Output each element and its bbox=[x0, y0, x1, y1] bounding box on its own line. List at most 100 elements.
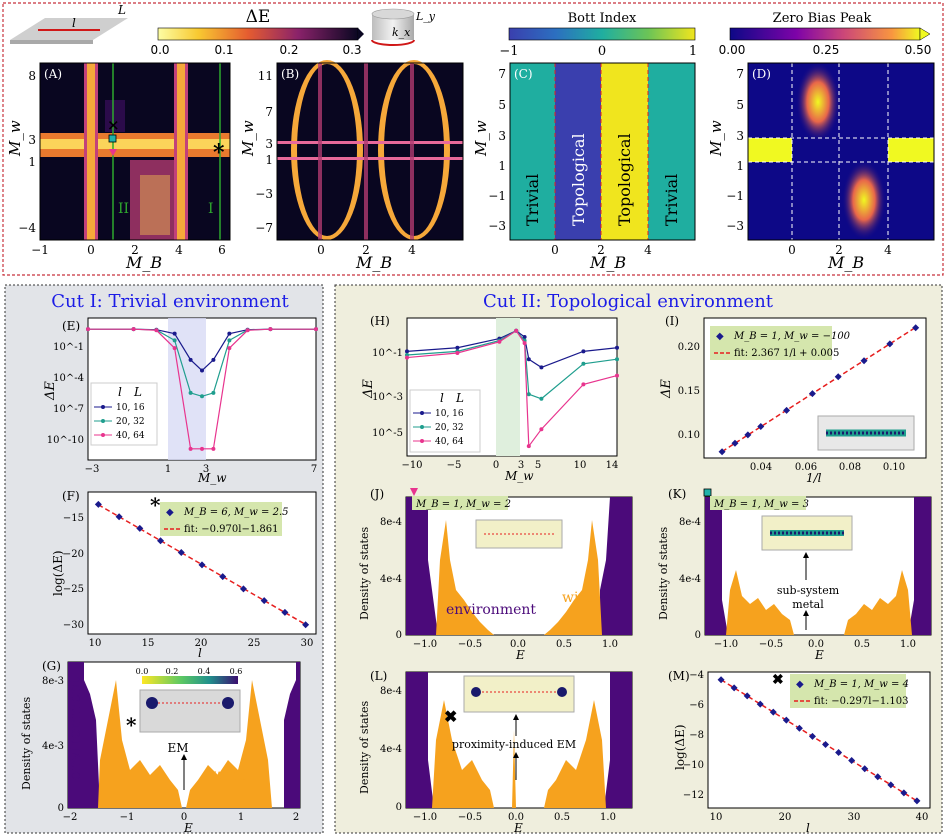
panel-J-xlabel: E bbox=[515, 648, 525, 662]
panel-H-ytick: 10^-3 bbox=[372, 392, 403, 403]
panel-L: (L) ✖ proximity-induced EM Density of st… bbox=[358, 669, 633, 835]
panel-E-data-point bbox=[245, 328, 250, 333]
panel-G-label-environment: environment bbox=[65, 677, 84, 780]
panel-B-ytick: 11 bbox=[258, 69, 273, 83]
panel-J-xtick: 0.5 bbox=[556, 639, 572, 650]
panel-D-ytick: 1 bbox=[736, 159, 744, 173]
panel-L-label-em: proximity-induced EM bbox=[452, 738, 576, 751]
panel-I-data-point bbox=[808, 390, 816, 398]
cylinder-kx-label: k_x bbox=[392, 26, 411, 39]
panel-G-inset-tick: 0.6 bbox=[230, 667, 243, 676]
panel-J-triangle-marker bbox=[410, 488, 418, 496]
panel-H-data-point bbox=[526, 357, 531, 362]
panel-I-data-point bbox=[731, 439, 739, 447]
panel-F-data-point bbox=[302, 621, 310, 629]
panel-D-xlabel: M_B bbox=[827, 253, 864, 272]
panel-H-data-point bbox=[539, 365, 544, 370]
colorbar-zbp-tick: 0.50 bbox=[905, 43, 932, 57]
panel-I-data-point bbox=[757, 423, 765, 430]
panel-J-xtick: −0.5 bbox=[458, 639, 482, 650]
panel-E-ytick: 10^-10 bbox=[47, 435, 84, 446]
panel-F-xtick: 20 bbox=[195, 638, 208, 649]
panel-M-ytick: −4 bbox=[689, 670, 704, 681]
panel-M-data-point bbox=[717, 676, 725, 684]
panel-K-ytick: 0 bbox=[695, 630, 701, 641]
panel-H-ytick: 10^-5 bbox=[372, 428, 403, 439]
panel-J-label-environment: environment bbox=[446, 602, 536, 618]
panel-H-data-point bbox=[615, 357, 619, 362]
panel-G-xtick: 1 bbox=[238, 812, 244, 823]
panel-B: (B) M_w M_B 0 2 4 11 7 3 1 −3 −7 bbox=[239, 60, 464, 272]
panel-I-data-point bbox=[783, 406, 791, 414]
panel-F: (F) * ◆ M_B = 6, M_w = 2.5 fit: −0.970l−… bbox=[51, 489, 317, 660]
panel-K-label-metal-1: sub-system bbox=[777, 584, 840, 597]
panel-C-xlabel: M_B bbox=[589, 253, 626, 272]
panel-I-data-point bbox=[834, 373, 842, 381]
panel-F-legend-entry: fit: −0.970l−1.861 bbox=[184, 524, 278, 535]
colorbar-deltaE-tick: 0.1 bbox=[214, 43, 233, 57]
panel-H-data-point bbox=[522, 341, 527, 346]
panel-E-xtick: 7 bbox=[311, 464, 317, 475]
panel-C-ytick: 1 bbox=[498, 159, 506, 173]
panel-F-xtick: 15 bbox=[142, 638, 155, 649]
panel-C: (C) Trivial Topological Topological Triv… bbox=[472, 62, 696, 272]
panel-K-xtick: 1.0 bbox=[900, 639, 916, 650]
panel-C-region-topological-2: Topological bbox=[615, 133, 634, 226]
panel-I-data-point bbox=[860, 357, 868, 365]
panel-M-letter: (M) bbox=[668, 669, 690, 683]
panel-A-triangle-marker bbox=[109, 149, 117, 156]
panel-M-data-point bbox=[795, 724, 803, 732]
panel-M-data-point bbox=[861, 765, 869, 773]
panel-F-xlabel: l bbox=[198, 646, 202, 660]
panel-E-data-point bbox=[200, 446, 204, 451]
panel-D-xtick: 2 bbox=[835, 243, 843, 257]
panel-B-ytick: 7 bbox=[265, 105, 273, 119]
panel-H-data-point bbox=[514, 328, 519, 333]
plane-l-label: l bbox=[72, 16, 76, 30]
panel-E-data-point bbox=[131, 327, 136, 332]
panel-J-letter: (J) bbox=[370, 487, 384, 501]
panel-F-xtick: 30 bbox=[301, 638, 314, 649]
panel-E-ytick: 10^-4 bbox=[53, 373, 84, 384]
panel-E-ytick: 10^-7 bbox=[53, 404, 84, 415]
panel-C-xtick: 0 bbox=[551, 243, 559, 257]
panel-K-xlabel: E bbox=[814, 648, 824, 662]
panel-A-xtick: −1 bbox=[31, 243, 49, 257]
panel-H-legend-entry: 10, 16 bbox=[435, 409, 464, 419]
panel-B-xtick: 2 bbox=[362, 243, 370, 257]
panel-M-data-point bbox=[835, 749, 843, 757]
panel-K-label-metal-2: metal bbox=[792, 598, 824, 611]
panel-H-data-point bbox=[522, 334, 527, 339]
panel-I-ytick: 0.20 bbox=[678, 342, 700, 353]
panel-L-ylabel: Density of states bbox=[358, 701, 371, 794]
panel-E-data-point bbox=[200, 394, 204, 399]
panel-I-legend-entry: M_B = 1, M_w = −100 bbox=[733, 331, 851, 342]
panel-G-xtick: 2 bbox=[293, 812, 299, 823]
panel-I-ytick: 0.15 bbox=[678, 386, 700, 397]
panel-E-data-point bbox=[211, 446, 216, 451]
panel-M-data-point bbox=[743, 692, 751, 700]
panel-E-letter: (E) bbox=[62, 319, 80, 333]
panel-M-xtick: 30 bbox=[848, 812, 861, 823]
panel-I-data-point bbox=[886, 340, 894, 348]
panel-I: (I) ◆ M_B = 1, M_w = −100 fit: 2.367 1/l… bbox=[659, 314, 927, 485]
panel-G-inset-tick: 0.0 bbox=[136, 667, 149, 676]
panel-I-xtick: 0.10 bbox=[883, 462, 905, 473]
panel-I-xlabel: 1/l bbox=[806, 471, 822, 485]
panel-M-data-point bbox=[913, 797, 921, 805]
panel-J: (J) M_B = 1, M_w = 2 environment wire De… bbox=[358, 487, 633, 662]
panel-J-xtick: 0.0 bbox=[510, 639, 526, 650]
panel-G-inset-colorbar bbox=[142, 676, 238, 684]
panel-J-ytick: 0 bbox=[396, 630, 402, 641]
panel-K-dos-wire bbox=[726, 570, 912, 635]
panel-B-xlabel: M_B bbox=[355, 253, 392, 272]
panel-M-fit-line bbox=[720, 679, 918, 802]
panel-H-data-point bbox=[455, 350, 460, 355]
panel-E-data-point bbox=[188, 357, 193, 362]
cylinder-inset: k_x L_y bbox=[371, 8, 436, 46]
panel-E-data-point bbox=[268, 327, 273, 332]
panel-F-data-point bbox=[157, 537, 165, 545]
colorbar-bott-tick: 0 bbox=[598, 44, 606, 59]
panel-F-data-point bbox=[281, 608, 289, 616]
panel-E-data-point bbox=[188, 390, 193, 395]
